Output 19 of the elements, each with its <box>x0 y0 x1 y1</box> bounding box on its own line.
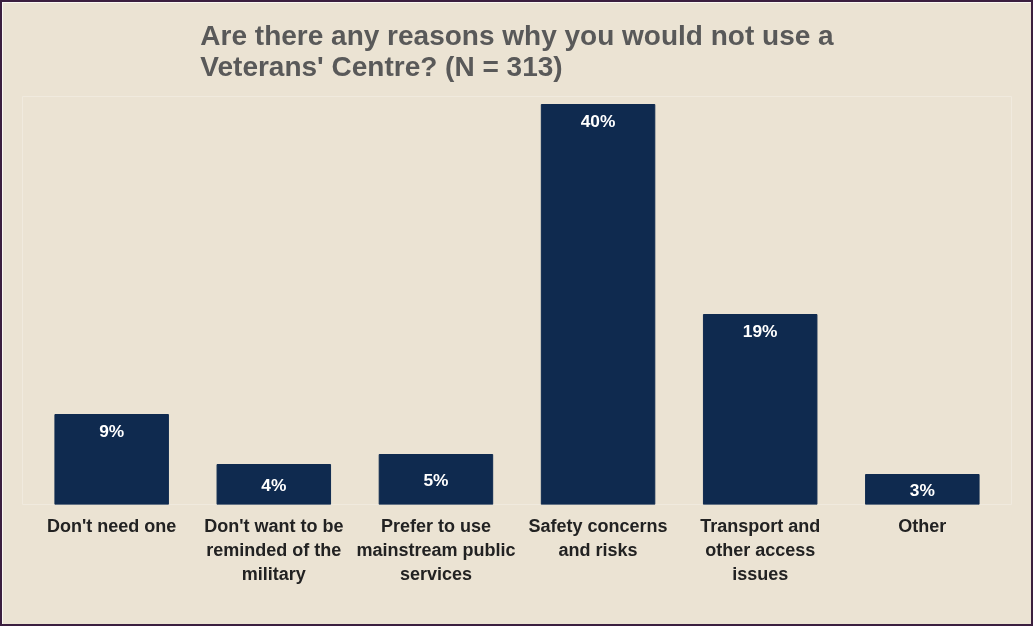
data-label: 4% <box>261 474 287 495</box>
x-tick-label: Don't want to be reminded of the military <box>204 515 344 584</box>
x-tick-label: Don't need one <box>47 515 177 536</box>
bar <box>378 454 494 505</box>
x-tick-label: Prefer to use mainstream public services <box>356 515 516 584</box>
bar <box>54 414 169 505</box>
data-label: 3% <box>909 479 935 500</box>
x-tick-label: Transport and other access issues <box>700 515 821 584</box>
bar <box>702 314 818 505</box>
x-tick-label: Other <box>898 515 947 536</box>
bar <box>216 464 332 505</box>
data-label: 9% <box>99 420 125 441</box>
bar <box>865 474 980 505</box>
bar <box>540 104 656 505</box>
data-label: 19% <box>742 320 778 341</box>
chart-title: Are there any reasons why you would not use a Veterans' Centre? (N = 313) <box>200 19 835 82</box>
data-label: 5% <box>423 469 449 490</box>
data-label: 40% <box>580 110 616 131</box>
x-tick-label: Safety concerns and risks <box>528 515 668 560</box>
